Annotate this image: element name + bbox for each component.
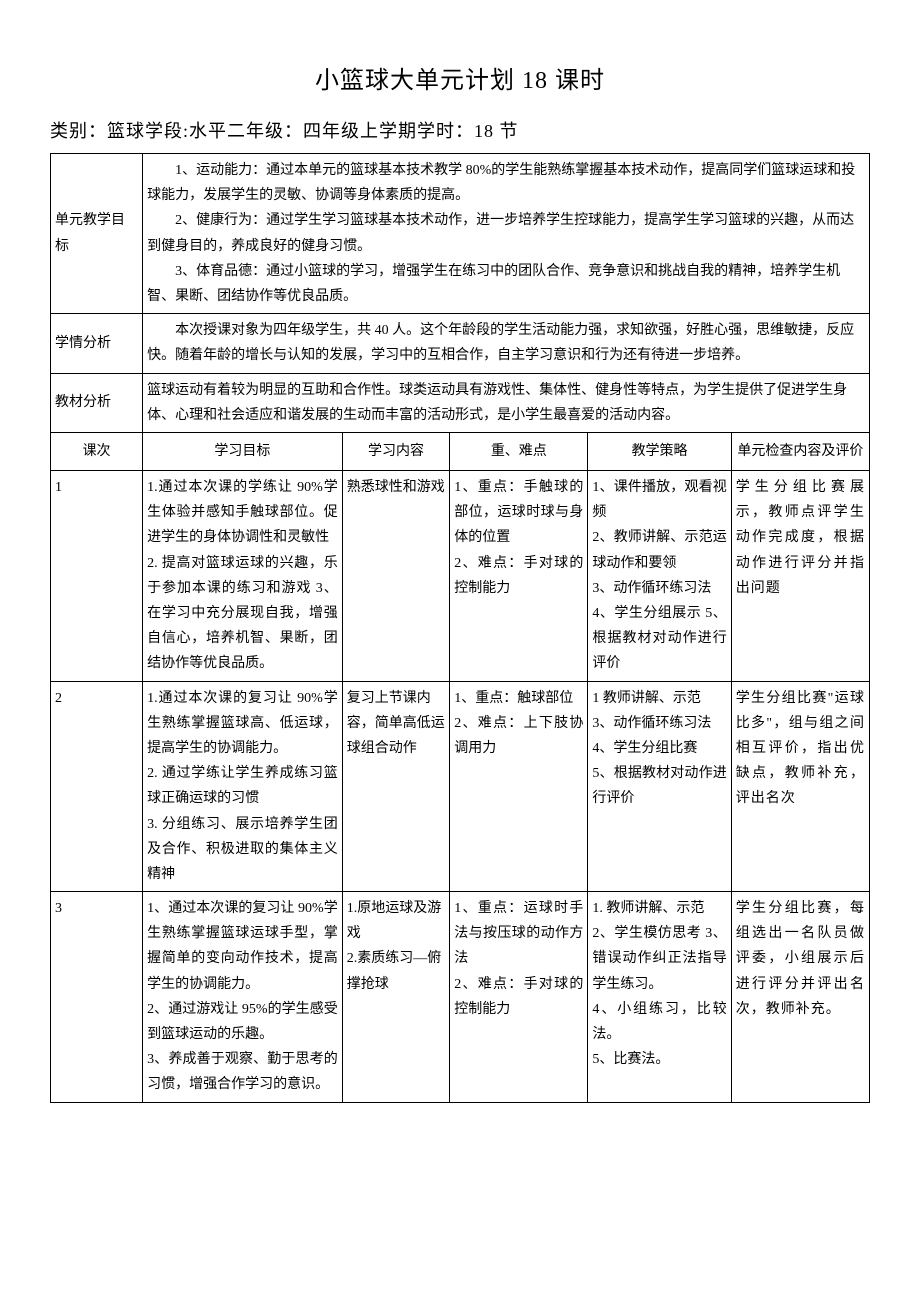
material-row: 教材分析 篮球运动有着较为明显的互助和合作性。球类运动具有游戏性、集体性、健身性… xyxy=(51,373,870,432)
lesson-content: 1.原地运球及游戏2.素质练习—俯撑抢球 xyxy=(342,892,449,1103)
lesson-objective: 1、通过本次课的复习让 90%学生熟练掌握篮球运球手型，掌握简单的变向动作技术，… xyxy=(143,892,343,1103)
situation-row: 学情分析 本次授课对象为四年级学生，共 40 人。这个年龄段的学生活动能力强，求… xyxy=(51,314,870,373)
page-subtitle: 类别：篮球学段:水平二年级：四年级上学期学时：18 节 xyxy=(50,117,870,143)
lesson-content: 熟悉球性和游戏 xyxy=(342,471,449,682)
goal-p3: 3、体育品德：通过小篮球的学习，增强学生在练习中的团队合作、竞争意识和挑战自我的… xyxy=(147,259,865,309)
lesson-content: 复习上节课内容，简单高低运球组合动作 xyxy=(342,681,449,892)
lesson-keypoints: 1、重点：运球时手法与按压球的动作方法2、难点：手对球的控制能力 xyxy=(450,892,588,1103)
lesson-evaluation: 学生分组比赛展示，教师点评学生动作完成度，根据动作进行评分并指出问题 xyxy=(731,471,869,682)
header-content: 学习内容 xyxy=(342,432,449,470)
header-strategy: 教学策略 xyxy=(588,432,731,470)
goal-text: 1、运动能力：通过本单元的篮球基本技术教学 80%的学生能熟练掌握基本技术动作，… xyxy=(143,154,870,314)
lesson-strategy: 1、课件播放，观看视频2、教师讲解、示范运球动作和要领3、动作循环练习法4、学生… xyxy=(588,471,731,682)
header-objective: 学习目标 xyxy=(143,432,343,470)
situation-text: 本次授课对象为四年级学生，共 40 人。这个年龄段的学生活动能力强，求知欲强，好… xyxy=(143,314,870,373)
table-row: 1 1.通过本次课的学练让 90%学生体验并感知手触球部位。促进学生的身体协调性… xyxy=(51,471,870,682)
table-row: 2 1.通过本次课的复习让 90%学生熟练掌握篮球高、低运球，提高学生的协调能力… xyxy=(51,681,870,892)
material-label: 教材分析 xyxy=(51,373,143,432)
lesson-evaluation: 学生分组比赛，每组选出一名队员做评委，小组展示后进行评分并评出名次，教师补充。 xyxy=(731,892,869,1103)
material-text: 篮球运动有着较为明显的互助和合作性。球类运动具有游戏性、集体性、健身性等特点，为… xyxy=(143,373,870,432)
lesson-plan-table: 单元教学目标 1、运动能力：通过本单元的篮球基本技术教学 80%的学生能熟练掌握… xyxy=(50,153,870,1103)
lesson-objective: 1.通过本次课的学练让 90%学生体验并感知手触球部位。促进学生的身体协调性和灵… xyxy=(143,471,343,682)
lesson-no: 1 xyxy=(51,471,143,682)
header-keypoints: 重、难点 xyxy=(450,432,588,470)
lesson-keypoints: 1、重点：手触球的部位，运球时球与身体的位置2、难点：手对球的控制能力 xyxy=(450,471,588,682)
lesson-objective: 1.通过本次课的复习让 90%学生熟练掌握篮球高、低运球，提高学生的协调能力。2… xyxy=(143,681,343,892)
goal-row: 单元教学目标 1、运动能力：通过本单元的篮球基本技术教学 80%的学生能熟练掌握… xyxy=(51,154,870,314)
table-header-row: 课次 学习目标 学习内容 重、难点 教学策略 单元检查内容及评价 xyxy=(51,432,870,470)
lesson-no: 2 xyxy=(51,681,143,892)
table-row: 3 1、通过本次课的复习让 90%学生熟练掌握篮球运球手型，掌握简单的变向动作技… xyxy=(51,892,870,1103)
lesson-strategy: 1 教师讲解、示范3、动作循环练习法4、学生分组比赛5、根据教材对动作进行评价 xyxy=(588,681,731,892)
header-lesson-no: 课次 xyxy=(51,432,143,470)
lesson-strategy: 1. 教师讲解、示范2、学生模仿思考 3、错误动作纠正法指导学生练习。4、小组练… xyxy=(588,892,731,1103)
goal-p1: 1、运动能力：通过本单元的篮球基本技术教学 80%的学生能熟练掌握基本技术动作，… xyxy=(147,158,865,208)
page-title: 小篮球大单元计划 18 课时 xyxy=(50,60,870,95)
situation-paragraph: 本次授课对象为四年级学生，共 40 人。这个年龄段的学生活动能力强，求知欲强，好… xyxy=(147,318,865,368)
goal-label: 单元教学目标 xyxy=(51,154,143,314)
goal-p2: 2、健康行为：通过学生学习篮球基本技术动作，进一步培养学生控球能力，提高学生学习… xyxy=(147,208,865,258)
header-evaluation: 单元检查内容及评价 xyxy=(731,432,869,470)
lesson-keypoints: 1、重点：触球部位2、难点：上下肢协调用力 xyxy=(450,681,588,892)
lesson-no: 3 xyxy=(51,892,143,1103)
situation-label: 学情分析 xyxy=(51,314,143,373)
lesson-evaluation: 学生分组比赛"运球比多"，组与组之间相互评价，指出优缺点，教师补充，评出名次 xyxy=(731,681,869,892)
